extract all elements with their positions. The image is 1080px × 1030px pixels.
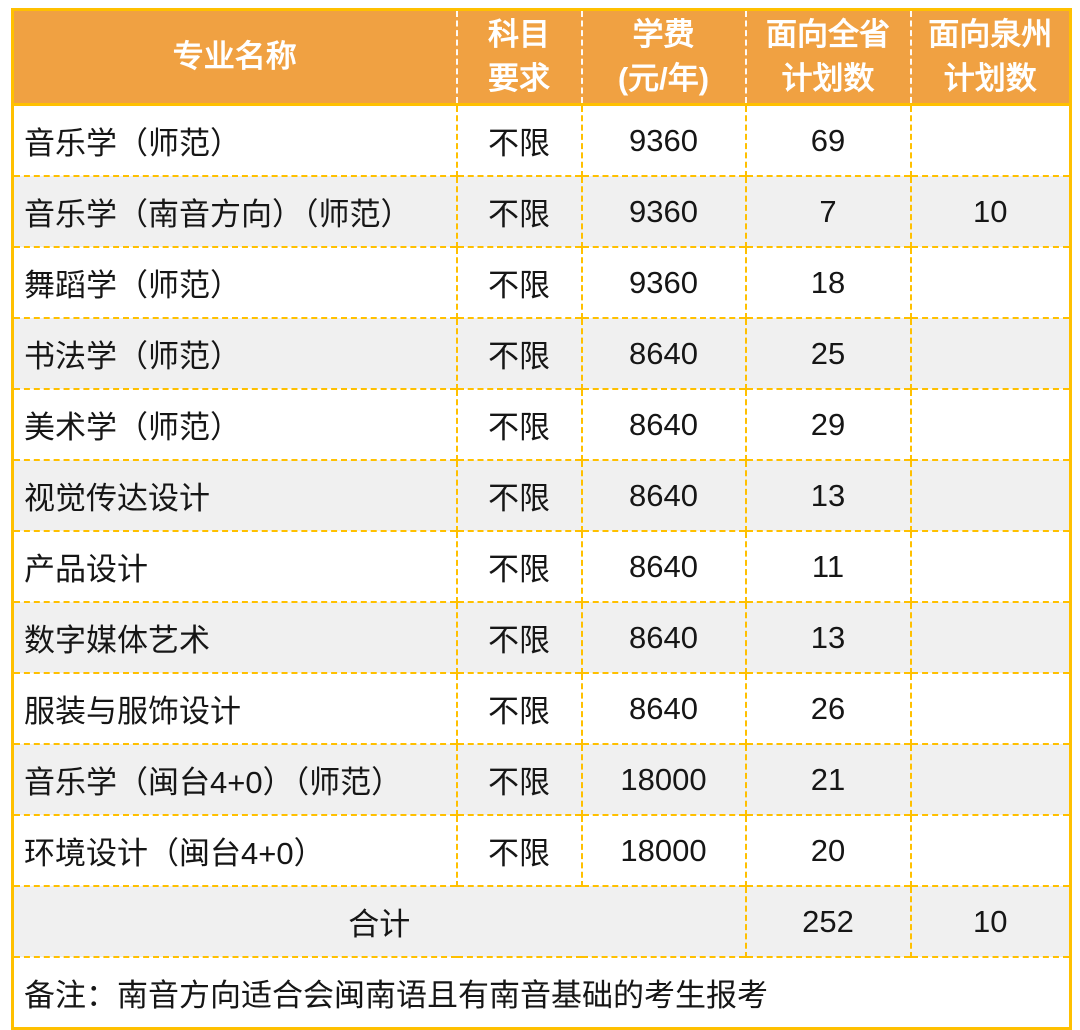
cell-major: 美术学（师范） (12, 388, 457, 460)
cell-major: 数字媒体艺术 (12, 601, 457, 673)
cell-province-plan: 13 (744, 601, 911, 673)
header-line: 面向泉州 (928, 17, 1053, 52)
cell-province-plan: 20 (744, 814, 911, 886)
cell-major: 音乐学（师范） (12, 104, 457, 176)
cell-tuition: 9360 (580, 175, 746, 247)
cell-subject: 不限 (455, 814, 582, 886)
col-header-tuition: 学费 (元/年) (580, 9, 746, 106)
cell-quanzhou-plan (909, 672, 1071, 744)
note-text: 备注：南音方向适合会闽南语且有南音基础的考生报考 (12, 956, 1071, 1029)
total-quanzhou-plan: 10 (909, 885, 1071, 957)
total-row: 合计 252 10 (12, 885, 1071, 957)
cell-major: 视觉传达设计 (12, 459, 457, 531)
cell-quanzhou-plan (909, 814, 1071, 886)
cell-quanzhou-plan (909, 388, 1071, 460)
cell-major: 产品设计 (12, 530, 457, 602)
cell-subject: 不限 (455, 601, 582, 673)
cell-major: 音乐学（南音方向）（师范） (12, 175, 457, 247)
header-row: 专业名称 科目 要求 学费 (元/年) 面向全省 计划数 面向泉州 计划数 (12, 9, 1071, 106)
table-row: 数字媒体艺术 不限 8640 13 (12, 601, 1071, 673)
cell-province-plan: 26 (744, 672, 911, 744)
cell-subject: 不限 (455, 317, 582, 389)
cell-tuition: 8640 (580, 672, 746, 744)
total-label: 合计 (12, 885, 746, 957)
header-line: 科目 (488, 17, 550, 52)
header-line: 专业名称 (172, 39, 297, 74)
cell-province-plan: 69 (744, 104, 911, 176)
header-line: 计划数 (781, 61, 875, 96)
cell-quanzhou-plan (909, 104, 1071, 176)
cell-quanzhou-plan: 10 (909, 175, 1071, 247)
cell-tuition: 9360 (580, 104, 746, 176)
header-line: 学费 (632, 17, 695, 52)
table-row: 视觉传达设计 不限 8640 13 (12, 459, 1071, 531)
table-row: 音乐学（师范） 不限 9360 69 (12, 104, 1071, 176)
cell-province-plan: 29 (744, 388, 911, 460)
table-row: 音乐学（闽台4+0）（师范） 不限 18000 21 (12, 743, 1071, 815)
cell-major: 服装与服饰设计 (12, 672, 457, 744)
cell-quanzhou-plan (909, 530, 1071, 602)
header-line: 要求 (488, 61, 550, 96)
cell-quanzhou-plan (909, 601, 1071, 673)
cell-province-plan: 13 (744, 459, 911, 531)
cell-province-plan: 25 (744, 317, 911, 389)
cell-major: 环境设计（闽台4+0） (12, 814, 457, 886)
table-row: 环境设计（闽台4+0） 不限 18000 20 (12, 814, 1071, 886)
note-row: 备注：南音方向适合会闽南语且有南音基础的考生报考 (12, 956, 1071, 1029)
header-line: (元/年) (617, 61, 710, 96)
header-line: 面向全省 (766, 17, 890, 52)
col-header-major: 专业名称 (12, 9, 457, 106)
cell-subject: 不限 (455, 672, 582, 744)
cell-subject: 不限 (455, 388, 582, 460)
cell-subject: 不限 (455, 530, 582, 602)
col-header-subject: 科目 要求 (455, 9, 582, 106)
cell-quanzhou-plan (909, 459, 1071, 531)
col-header-province-plan: 面向全省 计划数 (744, 9, 911, 106)
cell-major: 书法学（师范） (12, 317, 457, 389)
table-row: 舞蹈学（师范） 不限 9360 18 (12, 246, 1071, 318)
table-row: 书法学（师范） 不限 8640 25 (12, 317, 1071, 389)
cell-province-plan: 21 (744, 743, 911, 815)
cell-tuition: 18000 (580, 814, 746, 886)
cell-province-plan: 11 (744, 530, 911, 602)
cell-subject: 不限 (455, 104, 582, 176)
header-line: 计划数 (943, 61, 1037, 96)
cell-province-plan: 7 (744, 175, 911, 247)
cell-tuition: 8640 (580, 317, 746, 389)
cell-major: 音乐学（闽台4+0）（师范） (12, 743, 457, 815)
cell-tuition: 8640 (580, 530, 746, 602)
table-row: 产品设计 不限 8640 11 (12, 530, 1071, 602)
cell-province-plan: 18 (744, 246, 911, 318)
cell-subject: 不限 (455, 246, 582, 318)
total-province-plan: 252 (744, 885, 911, 957)
table-row: 美术学（师范） 不限 8640 29 (12, 388, 1071, 460)
cell-tuition: 8640 (580, 388, 746, 460)
col-header-quanzhou-plan: 面向泉州 计划数 (909, 9, 1071, 106)
table-row: 服装与服饰设计 不限 8640 26 (12, 672, 1071, 744)
cell-tuition: 18000 (580, 743, 746, 815)
cell-tuition: 9360 (580, 246, 746, 318)
cell-subject: 不限 (455, 459, 582, 531)
table-row: 音乐学（南音方向）（师范） 不限 9360 7 10 (12, 175, 1071, 247)
cell-quanzhou-plan (909, 246, 1071, 318)
cell-tuition: 8640 (580, 601, 746, 673)
cell-quanzhou-plan (909, 317, 1071, 389)
cell-subject: 不限 (455, 175, 582, 247)
cell-tuition: 8640 (580, 459, 746, 531)
cell-major: 舞蹈学（师范） (12, 246, 457, 318)
cell-quanzhou-plan (909, 743, 1071, 815)
cell-subject: 不限 (455, 743, 582, 815)
admission-plan-table: 专业名称 科目 要求 学费 (元/年) 面向全省 计划数 面向泉州 计划数 (11, 8, 1072, 1030)
